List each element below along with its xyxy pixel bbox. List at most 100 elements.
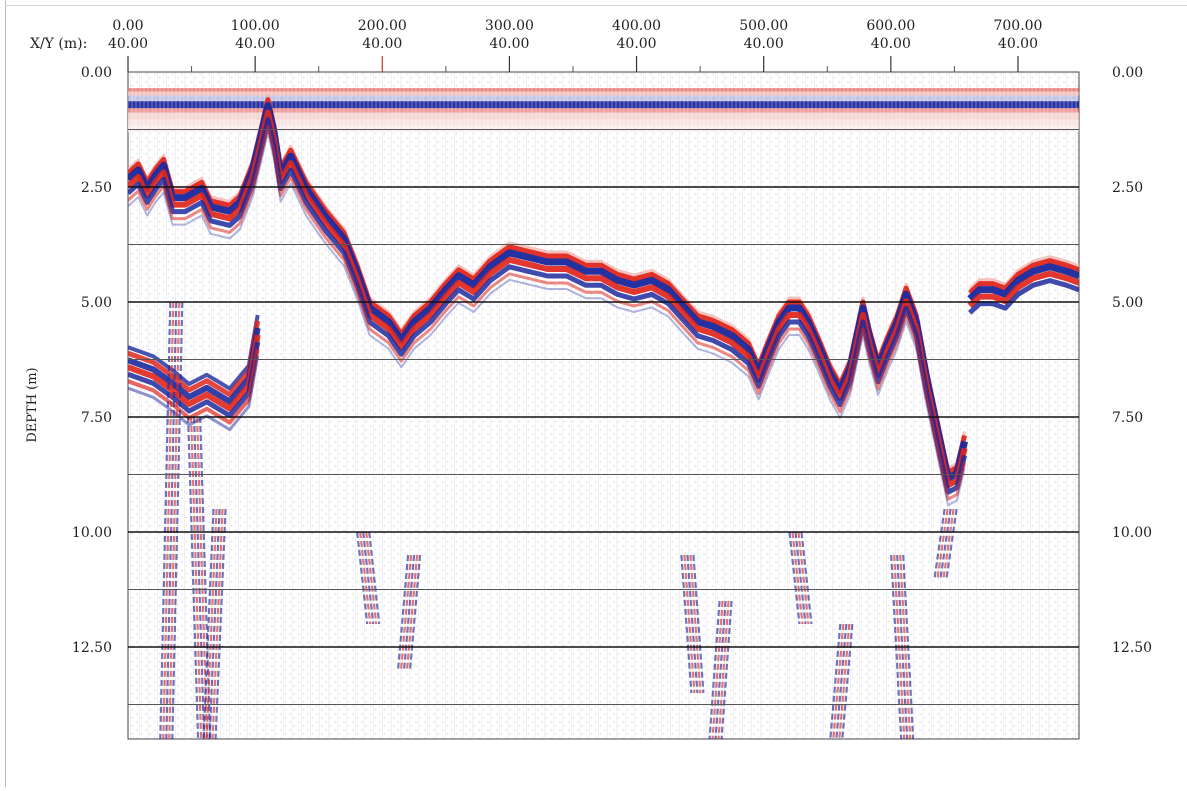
diffraction-event [933,508,946,579]
page-left-border [5,0,6,787]
diffraction-event [165,301,178,739]
x-tick-label-distance: 400.00 [612,18,661,34]
plot-area [127,71,1080,740]
diffraction-event [162,301,175,739]
secondary-reflector-wavelet [968,278,1079,315]
diffraction-event [365,531,378,625]
x-tick-label-offset: 40.00 [108,36,148,52]
surface-band-stripe [128,125,1079,132]
primary-reflector-wavelet [128,131,966,507]
diffraction-event [835,623,848,739]
y-tick-label-left: 2.50 [81,180,112,196]
diffraction-event [362,531,375,625]
y-axis-ticks: 0.00 0.00 2.50 2.50 5.00 5.00 7.50 7.50 10.00 10.… [72,65,1152,656]
diffraction-event [838,623,851,739]
diffraction-event [359,531,372,625]
surface-direct-wave-band [128,88,1079,132]
diffraction-event [202,508,215,739]
y-tick-label-left: 12.50 [72,640,112,656]
diffraction-event [402,554,416,671]
x-tick-label-offset: 40.00 [362,36,402,52]
x-tick-label-distance: 300.00 [485,18,534,34]
diffraction-event [841,623,854,739]
diffraction-event [408,554,422,671]
y-tick-label-right: 5.00 [1112,295,1143,311]
diffraction-event [356,531,369,625]
diffraction-event [683,554,696,694]
reflector-layer [128,94,1079,507]
surface-band-stripe [128,101,1079,109]
x-tick-label-offset: 40.00 [617,36,657,52]
diffraction-event [208,508,221,739]
surface-band-stripe [128,108,1079,113]
x-axis-ticks: 0.00 40.00 100.00 40.00 200.00 40.00 300.00 40.… [108,18,1042,72]
x-tick-label-offset: 40.00 [489,36,529,52]
diffraction-event [788,531,801,625]
diffraction-event [720,600,733,739]
diffraction-event [794,531,807,625]
x-tick-label-distance: 700.00 [993,18,1042,34]
diffraction-event [396,554,410,671]
diffraction-event [692,554,705,694]
primary-reflector-wavelet [128,125,967,501]
y-tick-label-right: 10.00 [1112,525,1152,541]
diffraction-event [680,554,693,694]
x-tick-label-offset: 40.00 [998,36,1038,52]
x-tick-label-distance: 100.00 [231,18,280,34]
y-tick-label-left: 7.50 [81,410,112,426]
diffraction-event [717,600,730,739]
diffraction-event [939,508,952,579]
surface-band-stripe [128,119,1079,126]
x-tick-label-distance: 500.00 [739,18,788,34]
y-tick-label-left: 5.00 [81,295,112,311]
diffraction-event [708,600,721,739]
diffraction-event [689,554,702,694]
diffraction-event [797,531,810,625]
diffraction-event [711,600,724,739]
secondary-reflector-wavelet [967,263,1079,302]
diffraction-event [936,508,949,579]
surface-band-stripe [128,91,1079,96]
x-tick-label-distance: 200.00 [358,18,407,34]
shallow-left-reflector-wavelet [128,320,261,398]
diffraction-event [399,554,413,671]
x-axis-label: X/Y (m): [30,36,87,52]
depth-gridlines [128,129,1079,705]
shallow-left-reflector-wavelet [128,327,261,405]
y-axis-label: DEPTH (m) [25,367,40,442]
diffraction-event [405,554,419,671]
diffraction-event [714,600,727,739]
diffraction-event [829,623,842,739]
diffraction-event [832,623,845,739]
y-tick-label-right: 12.50 [1112,640,1152,656]
shallow-left-reflector-wavelet [128,341,261,419]
diffraction-event [942,508,955,579]
diffraction-event [205,508,218,739]
x-tick-label-offset: 40.00 [744,36,784,52]
x-tick-label-distance: 600.00 [866,18,915,34]
y-tick-label-right: 0.00 [1112,65,1143,81]
surface-band-stripe [128,88,1079,92]
diffraction-event [945,508,958,579]
surface-band-stripe [128,112,1079,120]
diffraction-event [368,531,381,625]
diffraction-event [211,508,224,739]
shallow-left-reflector-wavelet [128,334,261,412]
page-top-border [5,5,1187,6]
diffraction-event [171,301,184,739]
shallow-left-reflector-wavelet [128,314,260,391]
secondary-reflector-wavelet [968,258,1079,295]
primary-reflector-wavelet [128,117,968,495]
shallow-left-reflector-wavelet [128,348,260,425]
diffraction-layer [159,301,958,739]
diffraction-event [214,508,227,739]
y-tick-label-left: 10.00 [72,525,112,541]
diffraction-event [686,554,699,694]
x-tick-label-distance: 0.00 [112,18,143,34]
y-tick-label-right: 2.50 [1112,180,1143,196]
secondary-reflector-wavelet [968,255,1079,290]
diffraction-event [159,301,172,739]
y-tick-label-left: 0.00 [81,65,112,81]
